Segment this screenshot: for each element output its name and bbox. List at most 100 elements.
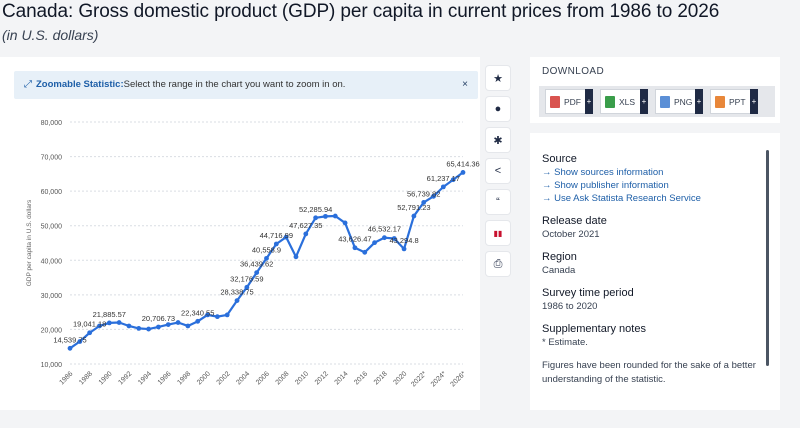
data-label: 61,237.17 [427, 174, 460, 183]
y-tick-label: 80,000 [41, 120, 63, 127]
survey-period-value: 1986 to 2020 [542, 301, 598, 312]
download-button-label: XLS [619, 96, 636, 107]
x-tick-label: 2014 [334, 370, 350, 386]
data-point [440, 184, 446, 190]
flag-icon[interactable]: ▮▮ [486, 221, 510, 245]
survey-period-heading: Survey time period [542, 287, 634, 299]
data-label: 43,294.8 [389, 236, 418, 245]
x-tick-label: 2018 [373, 370, 389, 386]
supplementary-notes-heading: Supplementary notes [542, 323, 646, 335]
print-icon[interactable]: ⎙ [486, 252, 510, 276]
page-subtitle: (in U.S. dollars) [2, 27, 99, 43]
gear-icon[interactable]: ✱ [486, 128, 510, 152]
data-point [283, 234, 289, 240]
download-png-button[interactable]: PNG + [655, 89, 703, 114]
ask-statista-link[interactable]: → Use Ask Statista Research Service [542, 193, 701, 204]
data-point [431, 193, 436, 199]
zoom-icon: ⤢ [24, 79, 32, 90]
data-point [136, 325, 142, 331]
download-button-label: PPT [729, 96, 746, 107]
data-point [401, 246, 407, 252]
y-tick-label: 70,000 [41, 155, 63, 162]
data-point [97, 323, 102, 329]
info-scrollbar[interactable] [766, 150, 769, 366]
data-point [165, 322, 171, 327]
show-publisher-link[interactable]: → Show publisher information [542, 180, 669, 191]
download-xls-button[interactable]: XLS + [600, 89, 648, 114]
data-point [460, 170, 466, 175]
x-tick-label: 2020 [392, 370, 408, 386]
data-point [352, 245, 358, 251]
data-label: 44,716.99 [260, 231, 293, 240]
zoom-banner: ⤢ Zoomable Statistic:Select the range in … [14, 71, 478, 99]
data-point [175, 320, 181, 325]
bell-icon[interactable]: ● [486, 97, 510, 121]
data-point [244, 284, 250, 290]
data-point [146, 326, 152, 332]
info-card: Source → Show sources information → Show… [530, 133, 780, 410]
download-button-label: PDF [564, 96, 581, 107]
data-label: 14,539.75 [53, 335, 86, 344]
x-tick-label: 2006 [255, 370, 271, 386]
download-ppt-button[interactable]: PPT + [710, 89, 758, 114]
zoom-close-button[interactable]: × [462, 79, 468, 90]
source-heading: Source [542, 153, 577, 165]
page-title: Canada: Gross domestic product (GDP) per… [2, 1, 720, 22]
data-label: 19,041.18 [73, 320, 106, 329]
data-point [116, 320, 122, 325]
y-axis-label: GDP per capita in U.S. dollars [26, 199, 33, 286]
plus-icon[interactable]: + [695, 89, 703, 114]
ppt-file-icon [715, 95, 725, 108]
data-point [205, 312, 210, 318]
data-point [421, 200, 427, 205]
data-label: 22,340.55 [181, 308, 214, 317]
x-tick-label: 2002 [216, 370, 232, 386]
xls-file-icon [605, 95, 615, 108]
data-point [342, 220, 348, 226]
x-tick-label: 1994 [137, 370, 153, 386]
download-card: DOWNLOAD PDF + XLS + PNG + PPT + [530, 57, 780, 123]
quote-icon[interactable]: “ [486, 190, 510, 214]
y-tick-label: 30,000 [41, 293, 63, 300]
data-point [293, 254, 299, 260]
region-heading: Region [542, 251, 577, 263]
x-tick-label: 2024* [430, 370, 448, 388]
data-label: 32,176.59 [230, 274, 263, 283]
download-button-label: PNG [674, 96, 693, 107]
zoom-label: Zoomable Statistic: [36, 79, 124, 90]
data-point [214, 314, 220, 320]
data-point [372, 240, 377, 246]
data-point [362, 249, 368, 255]
plus-icon[interactable]: + [640, 89, 648, 114]
chart-card: ⤢ Zoomable Statistic:Select the range in … [0, 57, 480, 410]
pdf-file-icon [550, 95, 560, 108]
show-sources-link[interactable]: → Show sources information [542, 167, 664, 178]
download-title: DOWNLOAD [542, 66, 605, 77]
gdp-line-chart[interactable]: 10,000 20,000 30,000 40,000 50,000 60,000 70,0… [0, 57, 480, 410]
supplementary-notes-value: * Estimate. [542, 337, 588, 348]
x-tick-label: 1990 [98, 370, 114, 386]
data-point [106, 320, 112, 326]
share-icon[interactable]: < [486, 159, 510, 183]
y-tick-label: 40,000 [41, 258, 63, 265]
x-tick-label: 2012 [314, 370, 330, 386]
x-tick-label: 1992 [117, 370, 133, 386]
data-label: 40,558.9 [252, 245, 281, 254]
zoom-text: Select the range in the chart you want t… [123, 79, 346, 90]
x-tick-label: 2004 [235, 370, 251, 386]
star-icon[interactable]: ★ [486, 66, 510, 90]
x-tick-label: 2026* [450, 370, 468, 388]
x-tick-label: 2008 [275, 370, 291, 386]
download-pdf-button[interactable]: PDF + [545, 89, 593, 114]
data-point [126, 323, 132, 329]
release-date-value: October 2021 [542, 229, 600, 240]
data-label: 52,285.94 [299, 205, 332, 214]
data-point [332, 213, 338, 219]
plus-icon[interactable]: + [750, 89, 758, 114]
x-tick-label: 2016 [353, 370, 369, 386]
data-point [391, 236, 397, 241]
data-point [254, 270, 260, 275]
x-tick-label: 2000 [196, 370, 212, 386]
plus-icon[interactable]: + [585, 89, 593, 114]
